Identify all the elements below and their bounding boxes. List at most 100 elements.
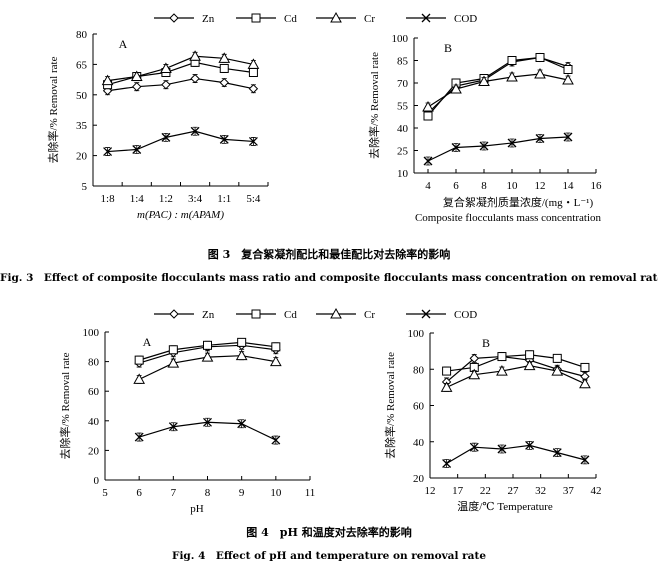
fig3A-zn-point-3 (190, 73, 200, 84)
fig3A-cod-point-2 (161, 132, 171, 142)
fig4A-xtick-label-1: 6 (136, 487, 142, 499)
fig4B-xtick-label-5: 37 (563, 485, 575, 497)
fig4A-xtick-label-0: 5 (102, 487, 108, 499)
fig3B-cr-point-3 (506, 70, 518, 82)
fig3A-cd-point-4 (219, 63, 229, 73)
legend2-cod-marker (421, 309, 431, 319)
legend1-cr-label: Cr (364, 13, 375, 25)
fig4B-cd-point-3 (525, 350, 535, 360)
fig3B-ytick-label-2: 40 (397, 123, 409, 135)
fig3A-ytick-label-0: 5 (82, 181, 88, 193)
fig4B-ytick-label-0: 20 (413, 473, 425, 485)
fig3B-cod-point-4 (535, 134, 545, 143)
legend1-cr-marker (330, 11, 342, 23)
fig4B-xtick-label-0: 12 (425, 485, 436, 497)
fig3A-zn-point-1 (132, 81, 142, 92)
fig4A-cod-point-1 (168, 422, 178, 432)
fig3A-cod-line (107, 130, 254, 153)
fig4A-cd-point-3 (237, 337, 247, 347)
fig3B-xtick-label-0: 4 (425, 180, 431, 192)
fig3A-cod-point-3 (190, 126, 200, 136)
fig4A-xlabel: pH (190, 503, 204, 515)
fig4A-cr-point-2 (201, 351, 214, 362)
legend2-cod-label: COD (454, 309, 477, 321)
legend1-zn-marker (169, 13, 179, 23)
fig4B-xtick-label-3: 27 (508, 485, 520, 497)
fig4B-cod-point-3 (525, 440, 535, 450)
fig3A-ytick-label-5: 80 (76, 29, 88, 41)
fig3A-ytick-label-1: 20 (76, 151, 88, 163)
fig4A-ytick-label-2: 40 (88, 416, 100, 428)
fig4A-cod-point-4 (271, 435, 281, 445)
fig4A-cr-point-0 (133, 373, 146, 384)
fig3B-cod-point-5 (563, 132, 573, 142)
fig3B-cd-point-5 (563, 65, 573, 74)
fig4B-cod-point-4 (552, 448, 562, 458)
fig4A-ytick-label-3: 60 (88, 386, 100, 398)
fig4B-cod-point-1 (469, 442, 479, 452)
fig4B-cd-point-4 (552, 353, 562, 363)
fig3B-cd-point-3 (507, 56, 517, 65)
fig4A-cd-point-0 (134, 355, 144, 365)
fig3A-xtick-label-2: 1:2 (159, 193, 173, 205)
fig4B-cd-point-0 (442, 366, 452, 376)
fig3B-ytick-label-0: 10 (397, 168, 409, 180)
fig4A-xtick-label-3: 8 (205, 487, 211, 499)
fig3A-cd-line (107, 61, 254, 86)
fig4A-xtick-label-2: 7 (171, 487, 177, 499)
fig4A-cd-point-1 (168, 345, 178, 355)
fig3B-ytick-label-3: 55 (397, 101, 409, 113)
fig4B-cd-point-2 (497, 352, 507, 362)
fig4B-xtick-label-2: 22 (480, 485, 491, 497)
fig3B-cod-line (427, 136, 569, 162)
legend2-zn-label: Zn (202, 309, 215, 321)
legend2-cd-marker (251, 309, 261, 319)
fig4B-cr-point-4 (551, 365, 564, 376)
fig3B-xlabel2: Composite flocculants mass concentration (415, 212, 602, 224)
fig3B-cr-point-5 (562, 73, 574, 85)
fig4B-panel-label: B (482, 336, 490, 350)
fig4B-cd-line (446, 354, 586, 372)
fig3B-ytick-label-6: 100 (392, 33, 409, 45)
fig4B-cod-point-5 (580, 455, 590, 465)
fig3A-cod-point-5 (248, 136, 258, 146)
fig4-caption-cn: 图 4 pH 和温度对去除率的影响 (246, 526, 412, 539)
fig3B-cr-point-1 (450, 82, 462, 94)
fig3-caption-en: Fig. 3 Effect of composite flocculants m… (0, 272, 658, 284)
fig4A-xtick-label-6: 11 (305, 487, 316, 499)
fig4B-xtick-label-6: 42 (591, 485, 602, 497)
legend2-zn-marker (169, 309, 179, 319)
fig4B-ylabel: 去除率/% Removal rate (383, 352, 397, 459)
fig3A-cr-point-1 (130, 70, 143, 82)
fig4-caption-en: Fig. 4 Effect of pH and temperature on r… (171, 550, 486, 562)
fig4B-cr-point-5 (579, 377, 591, 389)
fig3A-cod-point-4 (219, 134, 229, 144)
fig3B-xtick-label-1: 6 (453, 180, 459, 192)
fig4B-cr-point-0 (440, 381, 453, 392)
fig3A-cr-point-0 (101, 74, 114, 86)
fig3B-cod-point-1 (451, 143, 461, 152)
fig3B-cd-point-4 (535, 53, 545, 62)
fig4B-cod-point-2 (497, 444, 507, 454)
fig3B-xtick-label-2: 8 (481, 180, 487, 192)
fig4B-zn-point-1 (469, 353, 479, 364)
fig3B-xtick-label-5: 14 (563, 180, 575, 192)
fig3B-cr-point-2 (478, 75, 490, 86)
fig3A-ytick-label-4: 65 (76, 59, 88, 71)
legend1-zn-label: Zn (202, 13, 215, 25)
fig4A-xtick-label-4: 9 (239, 487, 245, 499)
fig3A-zn-point-2 (161, 79, 171, 90)
fig3A-xlabel: m(PAC) : m(APAM) (137, 209, 224, 221)
fig4B-cr-point-2 (496, 365, 508, 376)
fig4B-cod-line (446, 444, 586, 465)
fig4A-cr-point-1 (167, 357, 180, 368)
fig3A-cr-point-3 (189, 50, 201, 61)
fig3A-xtick-label-3: 3:4 (188, 193, 203, 205)
fig4B-xlabel: 温度/℃ Temperature (457, 499, 553, 513)
fig4B-ytick-label-4: 100 (408, 328, 425, 340)
fig3A-xtick-label-0: 1:8 (101, 193, 116, 205)
fig4A-ytick-label-1: 20 (88, 445, 100, 457)
fig4A-cr-point-4 (269, 355, 282, 367)
